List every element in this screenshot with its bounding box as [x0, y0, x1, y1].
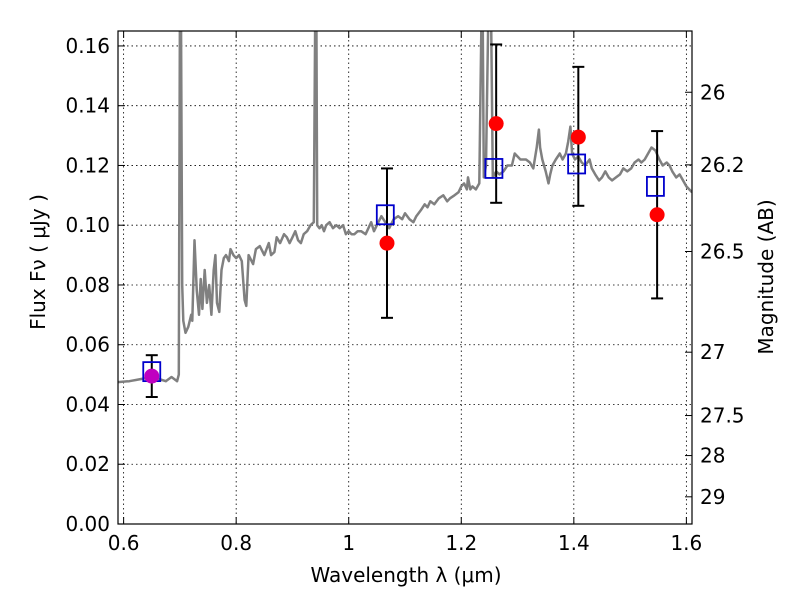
plot-area — [118, 31, 692, 399]
x-tick-label: 1.4 — [558, 531, 590, 555]
model-photometry-square — [484, 158, 504, 179]
x-tick-label: 1.6 — [670, 531, 702, 555]
y-tick-label: 0.00 — [65, 512, 110, 536]
y-tick-label: 0.02 — [65, 452, 110, 476]
y-tick-label: 0.08 — [65, 273, 110, 297]
model-photometry-square — [375, 204, 395, 226]
x-tick-label: 1.2 — [445, 531, 477, 555]
right-tick-label: 26 — [700, 80, 725, 104]
axes — [117, 30, 693, 525]
y-axis-right-title: Magnitude (AB) — [754, 199, 778, 354]
x-axis-title: Wavelength λ (μm) — [310, 563, 501, 587]
right-tick-label: 26.2 — [700, 153, 745, 177]
y-tick-label: 0.16 — [65, 34, 110, 58]
x-tick-label: 0.8 — [220, 531, 252, 555]
model-photometry-square — [567, 153, 587, 175]
x-tick-label: 1 — [342, 531, 355, 555]
observed-point — [488, 116, 504, 132]
right-tick-label: 27 — [700, 340, 725, 364]
observed-point — [649, 207, 665, 223]
right-tick-label: 28 — [700, 444, 725, 468]
y-tick-label: 0.12 — [65, 153, 110, 177]
right-tick-label: 26.5 — [700, 240, 745, 264]
observed-point — [379, 235, 395, 251]
plot-frame — [117, 30, 693, 525]
tick-labels: 0.6 0.8 1 1.2 1.4 1.6 0.00 0.02 0.04 0.06 0.08 0.10… — [65, 34, 744, 555]
y-tick-label: 0.14 — [65, 94, 110, 118]
right-tick-label: 29 — [700, 485, 725, 509]
observed-point — [570, 129, 586, 145]
model-photometry-square — [646, 175, 665, 197]
model-spectrum-line — [118, 31, 692, 384]
y-tick-label: 0.06 — [65, 333, 110, 357]
observed-point — [144, 368, 160, 384]
y-tick-label: 0.04 — [65, 392, 110, 416]
y-axis-title: Flux Fν ( μJy ) — [26, 194, 50, 330]
y-tick-label: 0.10 — [65, 213, 110, 237]
right-tick-label: 27.5 — [700, 404, 745, 428]
x-tick-label: 0.6 — [108, 531, 140, 555]
